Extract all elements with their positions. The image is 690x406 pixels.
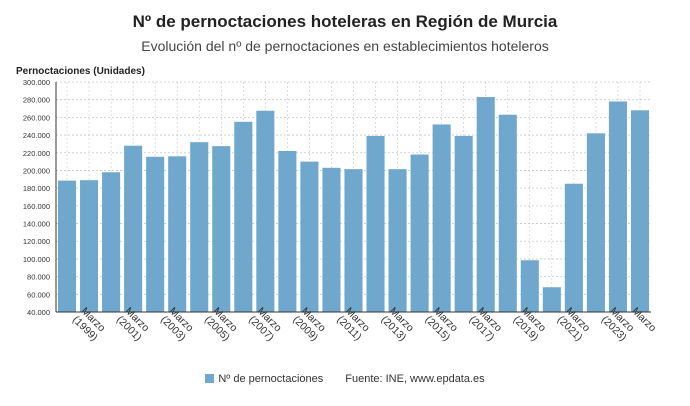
y-axis-ticks: 40.000 60.000 80.000 100.000 120.000 140.000 1… — [23, 78, 50, 317]
legend-series-label: Nº de pernoctaciones — [218, 373, 324, 385]
y-tick-label: 80.000 — [27, 273, 50, 282]
bar — [234, 121, 253, 312]
bar — [212, 146, 231, 312]
legend-swatch — [205, 374, 215, 383]
y-tick-label: 100.000 — [23, 255, 50, 264]
bar — [256, 110, 275, 312]
bar — [344, 169, 363, 312]
bar — [278, 151, 297, 312]
y-tick-label: 180.000 — [23, 184, 50, 193]
bar — [608, 101, 627, 312]
bar — [322, 167, 341, 312]
y-tick-label: 140.000 — [23, 220, 50, 229]
bar — [388, 169, 407, 312]
bar — [520, 260, 539, 312]
bar — [80, 180, 99, 312]
bar — [586, 133, 605, 312]
y-tick-label: 60.000 — [27, 290, 50, 299]
bar — [300, 161, 319, 312]
y-tick-label: 300.000 — [23, 78, 50, 87]
bar — [410, 154, 429, 312]
bar — [476, 97, 495, 313]
bar — [124, 145, 143, 312]
y-axis-title: Pernoctaciones (Unidades) — [16, 66, 145, 77]
bar — [102, 172, 121, 312]
y-tick-label: 260.000 — [23, 113, 50, 122]
y-tick-label: 200.000 — [23, 166, 50, 175]
y-tick-label: 240.000 — [23, 131, 50, 140]
axes — [55, 82, 651, 313]
chart-subtitle: Evolución del nº de pernoctaciones en es… — [141, 38, 549, 54]
bar — [146, 156, 165, 312]
bar — [564, 183, 583, 312]
bar — [630, 110, 650, 312]
bar — [454, 135, 473, 312]
y-tick-label: 40.000 — [27, 308, 50, 317]
legend: Nº de pernoctaciones Fuente: INE, www.epd… — [0, 373, 690, 385]
bar — [57, 180, 77, 312]
bar — [542, 287, 561, 312]
chart-title: Nº de pernoctaciones hoteleras en Región… — [132, 12, 558, 31]
bar — [366, 135, 385, 312]
y-tick-label: 160.000 — [23, 202, 50, 211]
bar — [432, 124, 451, 312]
source-note: Fuente: INE, www.epdata.es — [345, 373, 485, 385]
bar — [190, 142, 209, 312]
y-tick-label: 120.000 — [23, 237, 50, 246]
y-tick-label: 220.000 — [23, 149, 50, 158]
bar — [498, 114, 517, 312]
bars — [57, 97, 650, 313]
y-tick-label: 280.000 — [23, 96, 50, 105]
bar — [168, 156, 187, 312]
